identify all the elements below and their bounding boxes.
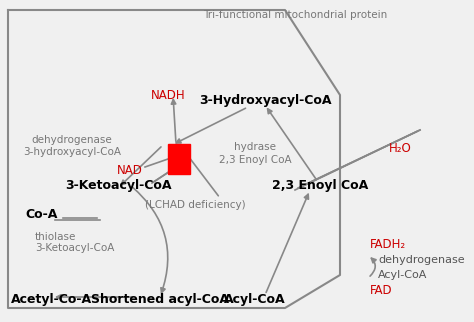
Bar bbox=[168, 144, 190, 174]
Text: 3-Ketoacyl-CoA: 3-Ketoacyl-CoA bbox=[35, 243, 114, 253]
Text: 2,3 Enoyl CoA: 2,3 Enoyl CoA bbox=[219, 155, 292, 165]
Text: NAD: NAD bbox=[117, 164, 143, 176]
Text: H₂O: H₂O bbox=[389, 141, 411, 155]
Text: (LCHAD deficiency): (LCHAD deficiency) bbox=[145, 200, 246, 210]
Text: thiolase: thiolase bbox=[35, 232, 76, 242]
Text: Acyl-CoA: Acyl-CoA bbox=[378, 270, 428, 280]
Text: hydrase: hydrase bbox=[234, 142, 276, 152]
Text: dehydrogenase: dehydrogenase bbox=[32, 135, 112, 145]
Text: 3-Ketoacyl-CoA: 3-Ketoacyl-CoA bbox=[65, 178, 171, 192]
Text: Acetyl-Co-A: Acetyl-Co-A bbox=[11, 293, 92, 307]
Text: Shortened acyl-CoA: Shortened acyl-CoA bbox=[91, 293, 229, 307]
Text: FADH₂: FADH₂ bbox=[370, 239, 406, 251]
Text: NADH: NADH bbox=[151, 89, 185, 101]
Text: 2,3 Enoyl CoA: 2,3 Enoyl CoA bbox=[272, 178, 368, 192]
Text: FAD: FAD bbox=[370, 283, 392, 297]
Text: Acyl-CoA: Acyl-CoA bbox=[224, 293, 286, 307]
Text: 3-Hydroxyacyl-CoA: 3-Hydroxyacyl-CoA bbox=[199, 93, 331, 107]
Text: 3-hydroxyacyl-CoA: 3-hydroxyacyl-CoA bbox=[23, 147, 121, 157]
Text: Co-A: Co-A bbox=[26, 209, 58, 222]
Text: Tri-functional mitochondrial protein: Tri-functional mitochondrial protein bbox=[203, 10, 387, 20]
Text: dehydrogenase: dehydrogenase bbox=[378, 255, 465, 265]
